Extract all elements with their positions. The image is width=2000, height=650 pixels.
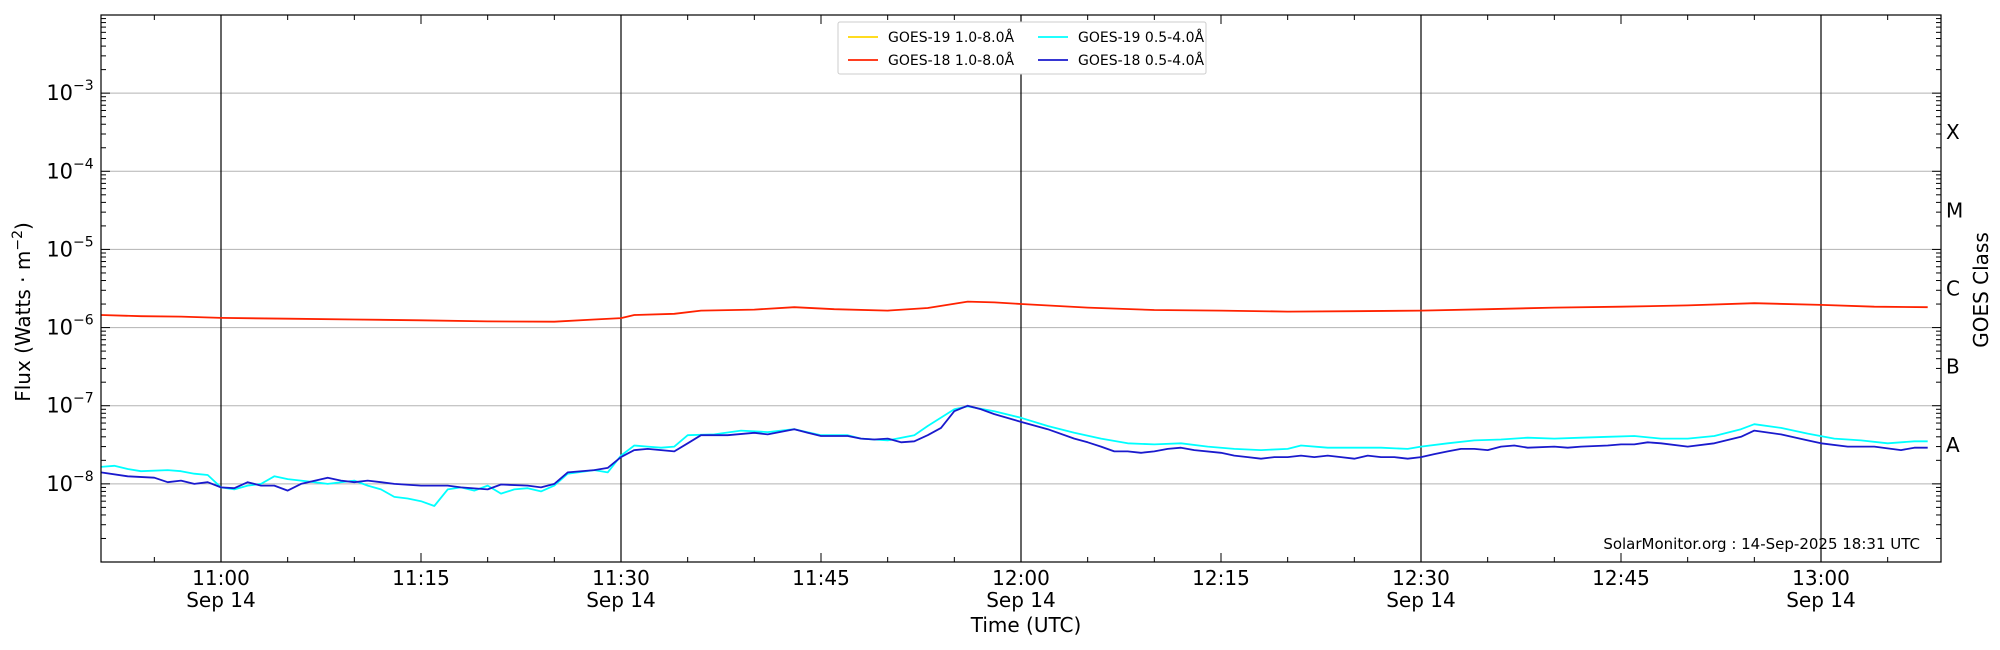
x-axis-label: Time (UTC)	[970, 613, 1082, 637]
y-tick-label: 10−4	[46, 156, 93, 183]
legend-label: GOES-19 0.5-4.0Å	[1078, 29, 1204, 46]
series-line-goes-19-0-5-4-0-	[100, 405, 1928, 507]
y-tick-label-exp: −7	[73, 391, 94, 407]
x-tick-label: 11:30	[592, 566, 650, 590]
x-tick-label: 12:45	[1592, 566, 1650, 590]
grid-layer	[101, 15, 1941, 562]
goes-class-label: M	[1946, 198, 1963, 222]
legend-label: GOES-18 1.0-8.0Å	[888, 52, 1014, 69]
legend-box	[837, 21, 1207, 75]
y-axis-label-close: )	[11, 222, 35, 230]
x-tick-label: 12:30	[1392, 566, 1450, 590]
goes-class-label: X	[1946, 120, 1960, 144]
x-tick-date: Sep 14	[186, 588, 256, 612]
y-tick-label: 10−5	[46, 234, 93, 261]
goes-class-label: C	[1946, 277, 1960, 301]
y-tick-label: 10−7	[46, 391, 93, 418]
x-tick-date: Sep 14	[1786, 588, 1856, 612]
legend: GOES-19 1.0-8.0Å GOES-18 1.0-8.0Å GOES-19 …	[837, 21, 1207, 75]
y-tick-label-exp: −4	[73, 156, 94, 172]
x-tick-date: Sep 14	[1386, 588, 1456, 612]
series-layer	[100, 300, 1928, 507]
y-tick-label: 10−8	[46, 469, 93, 496]
series-line-goes-18-0-5-4-0-	[100, 404, 1928, 492]
y-axis-label: Flux (Watts · m−2)	[10, 222, 35, 402]
x-tick-label: 11:15	[392, 566, 450, 590]
y-axis-label-exp: −2	[10, 230, 26, 251]
goes-class-axis-label: GOES Class	[1969, 232, 1993, 348]
y-tick-label-exp: −3	[73, 78, 94, 94]
x-tick-label: 11:00	[192, 566, 250, 590]
x-tick-label: 12:15	[1192, 566, 1250, 590]
series-line-goes-18-1-0-8-0-	[100, 300, 1928, 323]
legend-label: GOES-19 1.0-8.0Å	[888, 29, 1014, 46]
source-annotation: SolarMonitor.org : 14-Sep-2025 18:31 UTC	[1603, 535, 1920, 553]
goes-class-label: B	[1946, 355, 1960, 379]
y-tick-label-base: 10	[46, 472, 73, 496]
y-axis-label-main: Flux (Watts · m	[11, 251, 35, 402]
y-tick-label-base: 10	[46, 81, 73, 105]
y-tick-label-exp: −8	[73, 469, 94, 485]
tick-layer	[101, 15, 1941, 563]
y-tick-label-base: 10	[46, 316, 73, 340]
goes-class-label: A	[1946, 433, 1960, 457]
x-tick-date: Sep 14	[586, 588, 656, 612]
x-tick-label: 13:00	[1792, 566, 1850, 590]
legend-label: GOES-18 0.5-4.0Å	[1078, 52, 1204, 69]
y-tick-label: 10−6	[46, 313, 93, 340]
y-tick-label: 10−3	[46, 78, 93, 105]
x-tick-label: 12:00	[992, 566, 1050, 590]
y-tick-label-base: 10	[46, 159, 73, 183]
y-tick-label-base: 10	[46, 394, 73, 418]
y-tick-label-base: 10	[46, 237, 73, 261]
y-tick-label-exp: −6	[73, 313, 94, 329]
x-tick-label: 11:45	[792, 566, 850, 590]
y-tick-label-exp: −5	[73, 234, 94, 250]
x-tick-date: Sep 14	[986, 588, 1056, 612]
